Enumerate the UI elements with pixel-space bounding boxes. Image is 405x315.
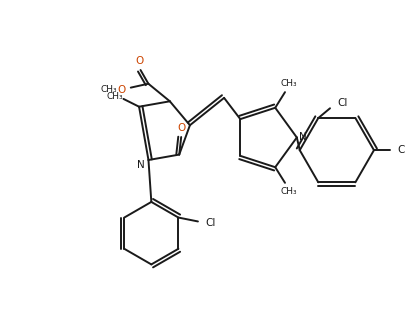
Text: CH₃: CH₃: [107, 92, 123, 101]
Text: O: O: [117, 84, 125, 94]
Text: CH₃: CH₃: [281, 79, 297, 88]
Text: N: N: [137, 160, 145, 170]
Text: N: N: [299, 133, 307, 142]
Text: CH₃: CH₃: [101, 85, 117, 94]
Text: O: O: [135, 56, 144, 66]
Text: Cl: Cl: [337, 98, 348, 108]
Text: Cl: Cl: [397, 145, 405, 155]
Text: Cl: Cl: [205, 218, 216, 228]
Text: CH₃: CH₃: [281, 187, 297, 196]
Text: O: O: [177, 123, 185, 133]
